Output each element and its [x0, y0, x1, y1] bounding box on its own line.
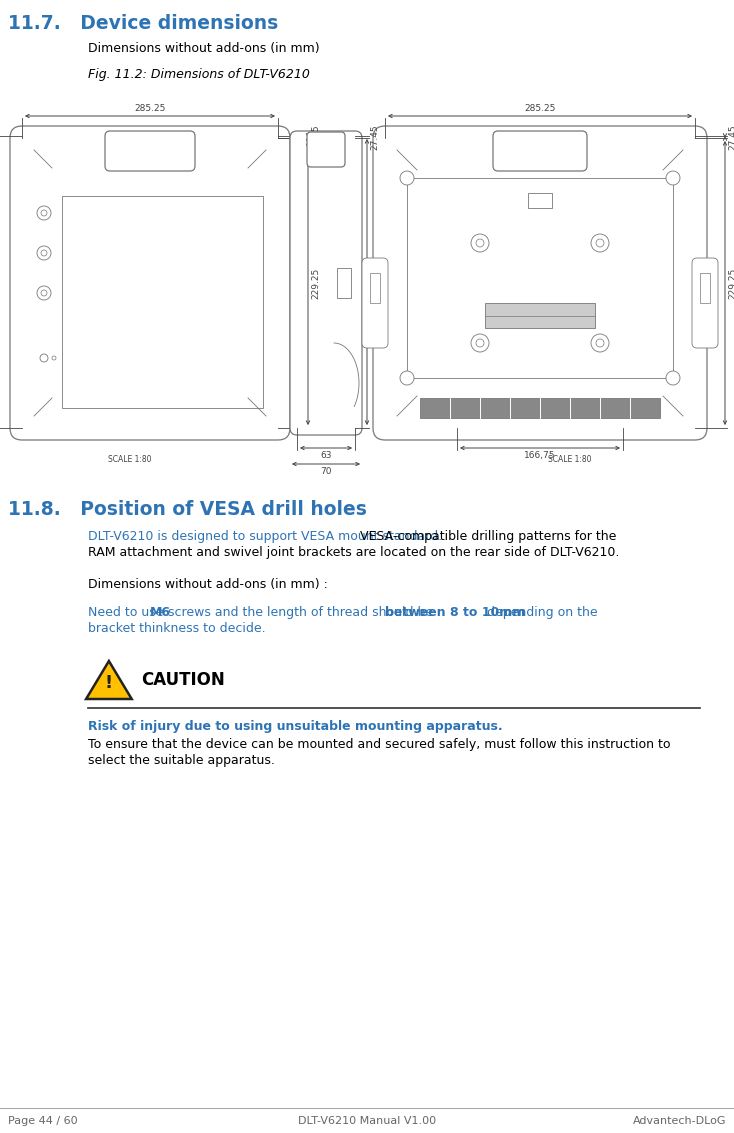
Text: Risk of injury due to using unsuitable mounting apparatus.: Risk of injury due to using unsuitable m… — [88, 719, 503, 733]
Text: SCALE 1:80: SCALE 1:80 — [548, 455, 592, 465]
Text: 285.25: 285.25 — [524, 104, 556, 113]
Circle shape — [471, 334, 489, 352]
Text: 285.25: 285.25 — [134, 104, 166, 113]
Bar — [528, 193, 552, 208]
Circle shape — [400, 370, 414, 385]
Text: 246.7: 246.7 — [370, 270, 379, 295]
FancyBboxPatch shape — [493, 131, 587, 171]
Text: screws and the length of thread should be: screws and the length of thread should b… — [164, 606, 437, 619]
Text: 63: 63 — [320, 451, 332, 460]
Bar — [370, 273, 380, 303]
Bar — [700, 273, 710, 303]
Circle shape — [476, 339, 484, 347]
Text: Dimensions without add-ons (in mm) :: Dimensions without add-ons (in mm) : — [88, 578, 328, 591]
Circle shape — [40, 353, 48, 363]
Circle shape — [591, 334, 609, 352]
Text: depending on the: depending on the — [483, 606, 597, 619]
Text: DLT-V6210 is designed to support VESA mount standard.: DLT-V6210 is designed to support VESA mo… — [88, 530, 442, 543]
Text: Page 44 / 60: Page 44 / 60 — [8, 1116, 78, 1126]
Circle shape — [41, 210, 47, 216]
Text: 229.25: 229.25 — [728, 267, 734, 299]
Circle shape — [41, 250, 47, 256]
Bar — [337, 269, 351, 298]
Polygon shape — [86, 661, 131, 699]
Circle shape — [52, 356, 56, 360]
FancyBboxPatch shape — [105, 131, 195, 171]
Text: between 8 to 10mm: between 8 to 10mm — [385, 606, 526, 619]
Text: 166,75: 166,75 — [524, 451, 556, 460]
Text: 27.45: 27.45 — [370, 125, 379, 150]
Circle shape — [666, 171, 680, 185]
Text: 11.7.   Device dimensions: 11.7. Device dimensions — [8, 14, 278, 33]
Circle shape — [37, 246, 51, 259]
Text: SCALE 1:80: SCALE 1:80 — [108, 455, 152, 465]
Bar — [62, 196, 263, 408]
Circle shape — [596, 239, 604, 247]
Text: 229.25: 229.25 — [311, 267, 320, 299]
Circle shape — [471, 235, 489, 252]
Text: CAUTION: CAUTION — [141, 671, 225, 689]
FancyBboxPatch shape — [307, 133, 345, 167]
Text: 11.8.   Position of VESA drill holes: 11.8. Position of VESA drill holes — [8, 500, 367, 519]
Text: Fig. 11.2: Dimensions of DLT-V6210: Fig. 11.2: Dimensions of DLT-V6210 — [88, 68, 310, 80]
FancyBboxPatch shape — [362, 258, 388, 348]
Text: VESA-compatible drilling patterns for the: VESA-compatible drilling patterns for th… — [356, 530, 617, 543]
Text: Need to use: Need to use — [88, 606, 167, 619]
FancyBboxPatch shape — [373, 126, 707, 440]
Text: DLT-V6210 Manual V1.00: DLT-V6210 Manual V1.00 — [298, 1116, 436, 1126]
FancyBboxPatch shape — [10, 126, 290, 440]
FancyBboxPatch shape — [692, 258, 718, 348]
Bar — [407, 178, 673, 378]
Bar — [485, 303, 595, 327]
Circle shape — [666, 370, 680, 385]
Circle shape — [400, 171, 414, 185]
Circle shape — [41, 290, 47, 296]
Circle shape — [37, 286, 51, 300]
FancyBboxPatch shape — [290, 131, 362, 435]
Text: Dimensions without add-ons (in mm): Dimensions without add-ons (in mm) — [88, 42, 319, 56]
Text: RAM attachment and swivel joint brackets are located on the rear side of DLT-V62: RAM attachment and swivel joint brackets… — [88, 546, 619, 559]
Text: 27.45: 27.45 — [311, 125, 320, 150]
Text: bracket thinkness to decide.: bracket thinkness to decide. — [88, 622, 266, 634]
Text: Advantech-DLoG: Advantech-DLoG — [633, 1116, 726, 1126]
Circle shape — [476, 239, 484, 247]
Text: !: ! — [105, 674, 113, 692]
Text: 70: 70 — [320, 467, 332, 476]
Circle shape — [596, 339, 604, 347]
Circle shape — [37, 206, 51, 220]
Text: M6: M6 — [150, 606, 171, 619]
Text: 27.45: 27.45 — [728, 125, 734, 150]
Text: select the suitable apparatus.: select the suitable apparatus. — [88, 753, 275, 767]
Circle shape — [591, 235, 609, 252]
Text: To ensure that the device can be mounted and secured safely, must follow this in: To ensure that the device can be mounted… — [88, 738, 670, 751]
Bar — [420, 398, 660, 418]
